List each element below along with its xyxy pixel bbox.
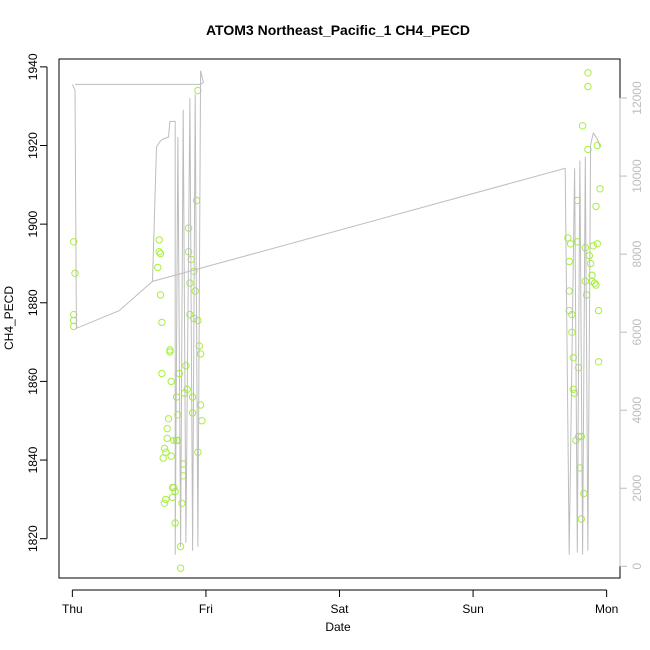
ch4-point-36 (176, 564, 185, 572)
ch4-point-1 (71, 269, 79, 277)
ch4-point-59 (198, 417, 206, 425)
y2-tick-label: 12000 (630, 81, 644, 115)
altitude-trace-line-1 (71, 70, 204, 555)
ch4-point-88 (586, 259, 595, 268)
ch4-point-92 (590, 279, 599, 287)
ch4-point-11 (158, 369, 166, 378)
ch4-point-13 (160, 444, 169, 452)
y-tick-label: 1820 (26, 525, 40, 552)
y2-tick-label: 2000 (630, 475, 644, 502)
ch4-point-81 (581, 277, 589, 285)
altitude-trace-line-2 (152, 131, 601, 555)
y-axis: 1820 1840 1860 1880 1900 1920 1940 (26, 53, 48, 552)
ch4-point-79 (578, 122, 587, 130)
ch4-point-10 (158, 318, 166, 327)
ch4-point-54 (194, 316, 202, 325)
ch4-point-65 (566, 240, 575, 248)
ch4-point-0 (70, 238, 78, 246)
y-axis-label: CH4_PECD (2, 286, 16, 350)
y2-axis: 0 2000 4000 6000 8000 10000 12000 (619, 81, 644, 570)
ch4-point-4 (70, 322, 78, 331)
ch4-point-61 (564, 234, 572, 242)
series-layer (70, 69, 604, 572)
ch4-point-57 (196, 350, 205, 358)
ch4-point-41 (182, 362, 190, 370)
ch4-point-12 (159, 454, 167, 462)
ch4-point-93 (592, 202, 600, 211)
y2-tick-label: 8000 (630, 240, 644, 267)
ch4-point-98 (594, 358, 603, 366)
ch4-point-66 (568, 310, 576, 319)
ch4-point-91 (589, 242, 597, 250)
ch4-point-87 (585, 251, 593, 260)
ch4-point-21 (166, 348, 174, 356)
ch4-point-23 (167, 452, 175, 460)
ch4-point-46 (186, 310, 194, 319)
x-tick-label: Sat (330, 602, 349, 616)
ch4-point-86 (584, 145, 592, 154)
ch4-point-5 (154, 263, 162, 272)
y2-tick-label: 4000 (630, 397, 644, 424)
ch4-point-6 (155, 236, 163, 244)
ch4-point-56 (194, 448, 202, 456)
ch4-point-16 (162, 448, 170, 456)
x-tick-label: Mon (595, 602, 618, 616)
y2-tick-label: 10000 (630, 159, 644, 193)
y2-tick-label: 6000 (630, 318, 644, 345)
ch4-point-48 (188, 409, 197, 417)
ch4-point-80 (580, 489, 588, 498)
chart-title: ATOM3 Northeast_Pacific_1 CH4_PECD (206, 22, 470, 38)
ch4-point-14 (160, 499, 169, 507)
ch4-point-95 (593, 240, 601, 248)
ch4-point-52 (191, 287, 199, 295)
ch4-point-17 (163, 434, 171, 443)
ch4-point-62 (565, 257, 573, 266)
y-tick-label: 1880 (26, 289, 40, 316)
ch4-point-8 (156, 249, 165, 258)
x-axis-label: Date (325, 620, 351, 634)
ch4-point-70 (570, 389, 579, 397)
x-tick-label: Thu (62, 602, 83, 616)
ch4-point-84 (584, 69, 592, 77)
ch4-point-60 (194, 86, 202, 95)
ch4-point-68 (569, 354, 577, 362)
ch4-point-85 (584, 82, 592, 91)
ch4-point-96 (593, 141, 601, 150)
ch4-point-82 (581, 244, 589, 252)
plot-frame (58, 58, 621, 579)
y-tick-label: 1940 (26, 53, 40, 80)
ch4-point-19 (164, 415, 173, 423)
x-axis: Thu Fri Sat Sun Mon (62, 589, 618, 616)
ch4-point-97 (594, 306, 603, 315)
x-tick-label: Fri (199, 602, 213, 616)
ch4-point-18 (163, 424, 171, 433)
ch4-point-7 (155, 248, 163, 256)
ch4-point-37 (178, 499, 186, 507)
y-tick-label: 1920 (26, 132, 40, 159)
y-tick-label: 1860 (26, 368, 40, 395)
ch4-point-15 (162, 495, 170, 504)
ch4-point-90 (588, 271, 596, 279)
ch4-point-99 (596, 185, 604, 193)
x-tick-label: Sun (462, 602, 483, 616)
ch4-point-20 (166, 346, 174, 354)
ch4-point-78 (577, 515, 585, 523)
ch4-point-26 (170, 483, 178, 492)
y-tick-label: 1900 (26, 210, 40, 237)
ch4-point-49 (188, 393, 197, 401)
y2-tick-label: 0 (630, 563, 644, 570)
ch4-point-94 (592, 281, 600, 289)
ch4-point-27 (170, 436, 178, 445)
ch4-point-22 (167, 377, 175, 386)
y-tick-label: 1840 (26, 446, 40, 473)
ch4-point-9 (156, 291, 165, 299)
ch4-point-45 (186, 279, 194, 287)
